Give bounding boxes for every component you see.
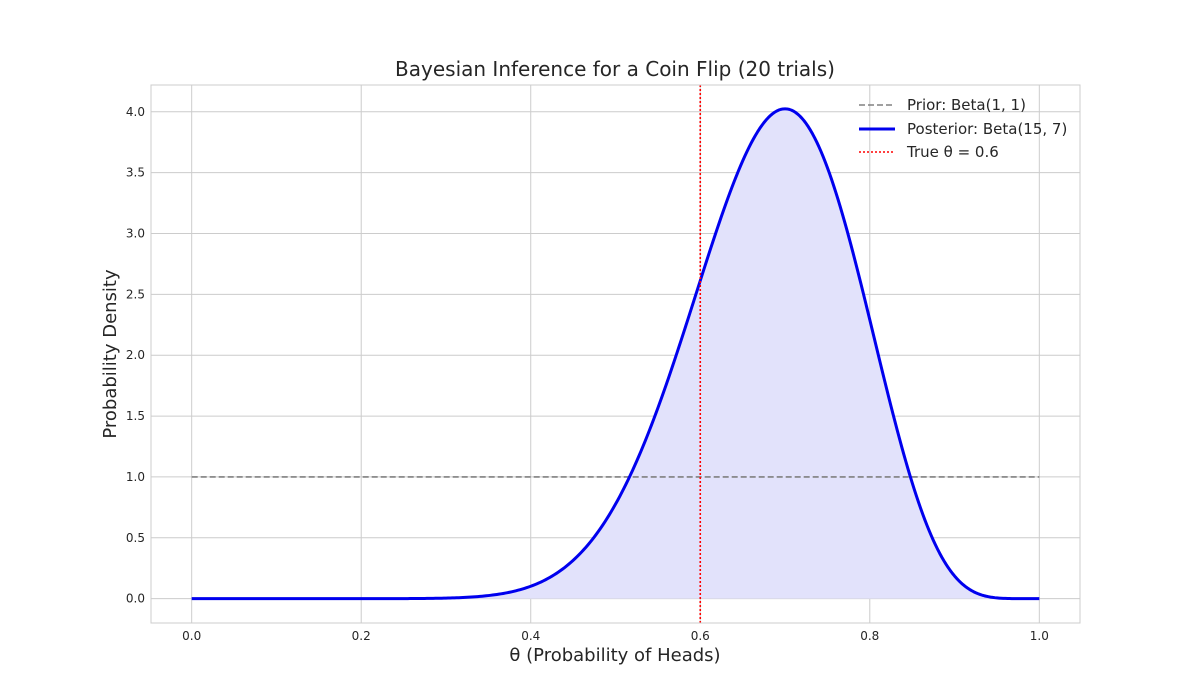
x-tick-label-2: 0.4 (521, 629, 540, 643)
x-tick-label-5: 1.0 (1030, 629, 1049, 643)
x-tick-label-4: 0.8 (860, 629, 879, 643)
y-axis-label: Probability Density (100, 269, 121, 439)
y-tick-label-2: 1.0 (126, 470, 145, 484)
y-tick-label-3: 1.5 (126, 409, 145, 423)
y-tick-label-0: 0.0 (126, 592, 145, 606)
x-tick-label-0: 0.0 (182, 629, 201, 643)
legend-label-prior: Prior: Beta(1, 1) (907, 96, 1026, 114)
posterior-line (191, 107, 1040, 601)
plot-frame (150, 84, 1081, 624)
y-tick-label-1: 0.5 (126, 531, 145, 545)
x-axis-label: θ (Probability of Heads) (509, 645, 720, 666)
x-tick-label-1: 0.2 (352, 629, 371, 643)
x-tick-label-3: 0.6 (691, 629, 710, 643)
chart-title: Bayesian Inference for a Coin Flip (20 t… (395, 57, 835, 81)
plot-area: 0.0 0.2 0.4 0.6 0.8 1.0 0.0 0.5 1.0 1.5 2.0 2.5 3.0 3… (126, 84, 1081, 643)
legend-label-true-theta: True θ = 0.6 (906, 143, 999, 161)
y-tick-label-7: 3.5 (126, 166, 145, 180)
y-tick-label-4: 2.0 (126, 348, 145, 362)
y-tick-label-5: 2.5 (126, 287, 145, 301)
legend-label-posterior: Posterior: Beta(15, 7) (907, 120, 1067, 138)
y-tick-label-6: 3.0 (126, 226, 145, 240)
y-tick-label-8: 4.0 (126, 105, 145, 119)
legend: Prior: Beta(1, 1) Posterior: Beta(15, 7)… (859, 96, 1067, 161)
